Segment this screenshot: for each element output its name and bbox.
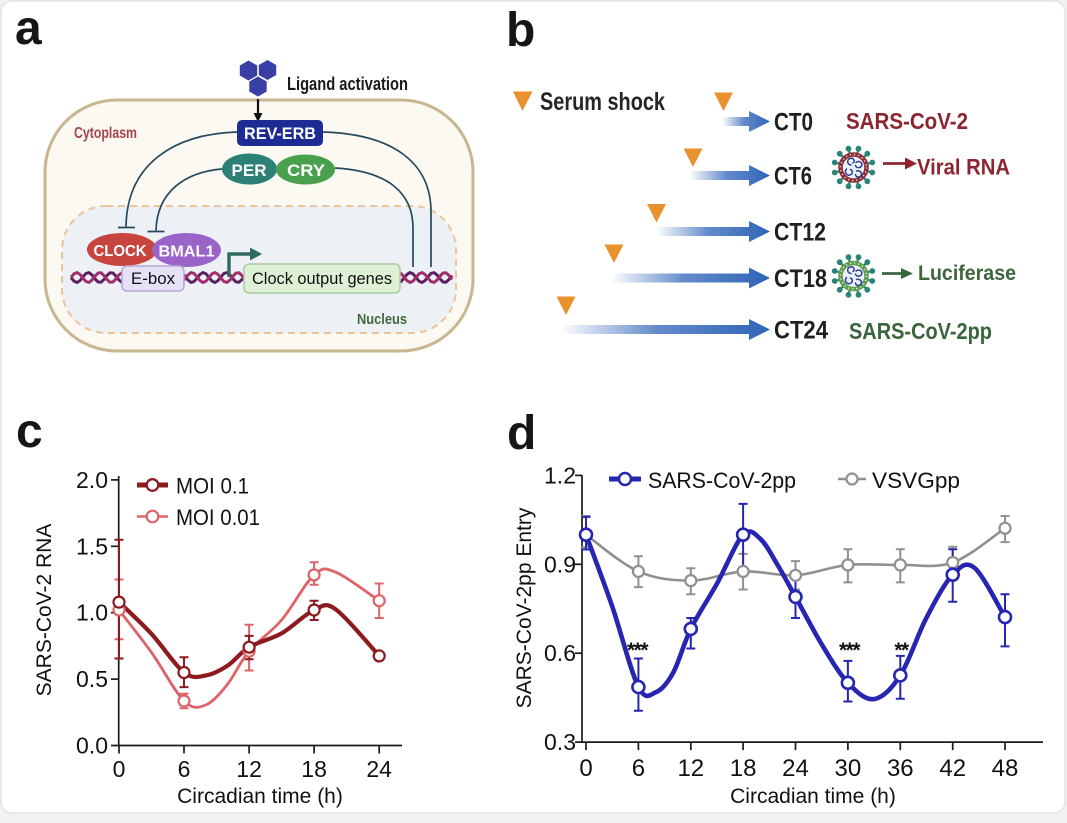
svg-text:0.5: 0.5: [76, 666, 108, 692]
svg-text:VSVGpp: VSVGpp: [872, 468, 960, 493]
svg-text:48: 48: [992, 755, 1019, 782]
svg-text:c: c: [16, 405, 43, 458]
svg-text:42: 42: [939, 755, 966, 782]
svg-text:0.6: 0.6: [544, 640, 576, 666]
svg-text:***: ***: [627, 639, 649, 662]
svg-text:0.0: 0.0: [76, 733, 108, 759]
svg-text:SARS-CoV-2: SARS-CoV-2: [846, 108, 968, 134]
svg-text:CT24: CT24: [774, 317, 828, 345]
svg-text:CT6: CT6: [774, 163, 812, 191]
svg-text:CT18: CT18: [774, 265, 827, 293]
svg-text:30: 30: [835, 755, 862, 782]
svg-text:PER: PER: [232, 161, 267, 180]
svg-text:a: a: [15, 2, 42, 55]
svg-text:CRY: CRY: [287, 161, 326, 180]
svg-text:Luciferase: Luciferase: [918, 262, 1016, 285]
svg-text:36: 36: [887, 755, 914, 782]
svg-text:24: 24: [782, 755, 809, 782]
svg-text:SARS-CoV-2 RNA: SARS-CoV-2 RNA: [33, 524, 56, 697]
svg-text:1.0: 1.0: [76, 600, 108, 626]
svg-text:Cytoplasm: Cytoplasm: [74, 125, 137, 142]
svg-text:18: 18: [730, 755, 757, 782]
svg-text:6: 6: [178, 756, 191, 782]
svg-text:E-box: E-box: [131, 269, 175, 288]
svg-text:Clock output genes: Clock output genes: [252, 269, 392, 288]
svg-text:0.3: 0.3: [544, 729, 576, 755]
svg-text:MOI 0.01: MOI 0.01: [176, 505, 260, 530]
svg-text:Ligand activation: Ligand activation: [287, 74, 408, 94]
svg-text:24: 24: [366, 756, 392, 782]
svg-text:0.9: 0.9: [544, 551, 576, 577]
svg-text:0: 0: [113, 756, 126, 782]
svg-text:12: 12: [236, 756, 262, 782]
svg-text:SARS-CoV-2pp: SARS-CoV-2pp: [849, 318, 992, 344]
svg-text:1.5: 1.5: [76, 533, 108, 559]
svg-text:6: 6: [632, 755, 645, 782]
svg-text:12: 12: [677, 755, 704, 782]
svg-text:Nucleus: Nucleus: [357, 311, 407, 328]
svg-text:SARS-CoV-2pp Entry: SARS-CoV-2pp Entry: [513, 507, 536, 708]
svg-text:b: b: [506, 4, 535, 57]
svg-text:Viral RNA: Viral RNA: [917, 155, 1010, 180]
svg-text:REV-ERB: REV-ERB: [244, 124, 316, 143]
svg-text:0: 0: [579, 755, 592, 782]
svg-text:18: 18: [301, 756, 327, 782]
svg-text:1.2: 1.2: [544, 462, 576, 488]
svg-text:Circadian time (h): Circadian time (h): [730, 785, 896, 808]
svg-text:2.0: 2.0: [76, 467, 108, 493]
svg-text:CT12: CT12: [774, 219, 826, 247]
svg-text:CT0: CT0: [774, 109, 813, 137]
svg-text:Circadian time (h): Circadian time (h): [177, 785, 343, 808]
svg-text:Serum shock: Serum shock: [540, 88, 665, 116]
svg-text:d: d: [507, 407, 536, 460]
svg-text:CLOCK: CLOCK: [94, 243, 147, 260]
svg-text:**: **: [894, 639, 910, 662]
svg-text:MOI 0.1: MOI 0.1: [176, 474, 249, 499]
svg-text:***: ***: [839, 639, 861, 662]
svg-text:SARS-CoV-2pp: SARS-CoV-2pp: [648, 468, 796, 493]
svg-text:BMAL1: BMAL1: [159, 244, 215, 261]
